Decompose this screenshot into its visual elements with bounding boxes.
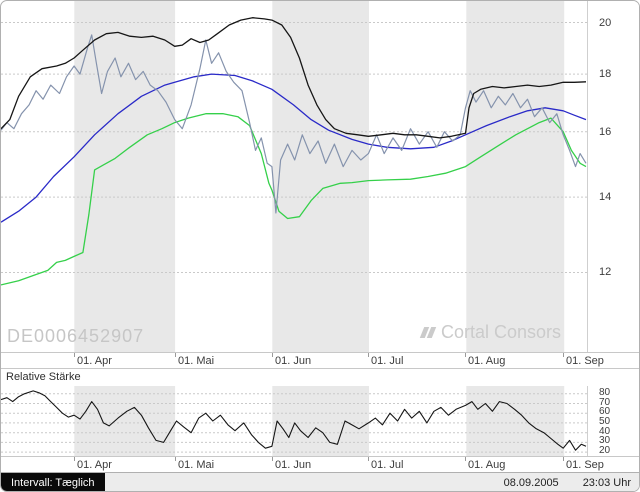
series-gray-line xyxy=(1,34,587,214)
x-tick-label: 01. Jul xyxy=(371,459,404,471)
x-tick-label: 01. Sep xyxy=(566,355,604,367)
y-tick-label: 20 xyxy=(599,445,611,456)
rs-chart-svg xyxy=(1,386,587,456)
y-tick-label: 40 xyxy=(599,426,611,437)
price-x-axis: 01. Apr 01. Mai 01. Jun 01. Jul 01. Aug 01. S… xyxy=(1,352,639,369)
rs-panel-title: Relative Stärke xyxy=(6,371,81,383)
series-blue-line xyxy=(1,73,587,223)
series-green-line xyxy=(1,113,587,286)
x-tick-mark xyxy=(74,353,75,357)
x-tick-mark xyxy=(74,457,75,461)
price-y-axis: 20 18 16 14 12 xyxy=(587,1,639,352)
rs-x-axis: 01. Apr 01. Mai 01. Jun 01. Jul 01. Aug 01. S… xyxy=(1,456,639,472)
x-tick-mark xyxy=(272,457,273,461)
rs-y-axis: 80 70 60 50 40 30 20 xyxy=(587,386,639,456)
watermark-isin: DE0006452907 xyxy=(7,326,145,346)
x-tick-label: 01. Sep xyxy=(566,459,604,471)
month-band xyxy=(74,386,176,456)
rs-title-row: Relative Stärke xyxy=(1,368,639,385)
series-black-line xyxy=(1,17,587,139)
x-tick-mark xyxy=(563,457,564,461)
y-tick-label: 14 xyxy=(599,191,612,203)
rs-plot-area xyxy=(1,386,587,456)
interval-label: Intervall: Tæglich xyxy=(1,473,105,491)
x-tick-mark xyxy=(272,353,273,357)
x-tick-mark xyxy=(563,353,564,357)
x-tick-label: 01. Apr xyxy=(77,459,112,471)
status-bar: Intervall: Tæglich 08.09.2005 23:03 Uhr xyxy=(1,472,639,491)
month-band xyxy=(272,1,369,352)
x-tick-label: 01. Jul xyxy=(371,355,404,367)
x-tick-mark xyxy=(175,457,176,461)
y-tick-label: 18 xyxy=(599,68,612,80)
watermark-brand-text: Cortal Consors xyxy=(440,322,561,342)
watermark-brand: Cortal Consors xyxy=(419,322,561,343)
series-rs-line xyxy=(1,390,587,451)
y-tick-label: 60 xyxy=(599,406,611,417)
timestamp: 08.09.2005 23:03 Uhr xyxy=(503,473,631,491)
month-band xyxy=(466,386,565,456)
x-tick-mark xyxy=(368,457,369,461)
price-chart-svg xyxy=(1,1,587,352)
y-tick-label: 12 xyxy=(599,266,612,278)
x-tick-mark xyxy=(465,353,466,357)
month-band xyxy=(74,1,176,352)
price-plot-area: DE0006452907 Cortal Consors xyxy=(1,1,587,352)
x-tick-mark xyxy=(465,457,466,461)
status-time: 23:03 Uhr xyxy=(582,476,631,489)
y-tick-label: 50 xyxy=(599,416,611,427)
y-tick-label: 20 xyxy=(599,17,612,29)
y-tick-label: 16 xyxy=(599,126,612,138)
x-tick-label: 01. Jun xyxy=(275,459,312,471)
x-tick-label: 01. Mai xyxy=(178,459,215,471)
month-band xyxy=(466,1,565,352)
x-tick-label: 01. Mai xyxy=(178,355,215,367)
x-tick-label: 01. Aug xyxy=(468,355,506,367)
x-tick-label: 01. Aug xyxy=(468,459,506,471)
x-tick-label: 01. Jun xyxy=(275,355,312,367)
y-tick-label: 30 xyxy=(599,435,611,446)
x-tick-mark xyxy=(368,353,369,357)
cortal-consors-logo-icon xyxy=(419,327,437,338)
x-tick-mark xyxy=(175,353,176,357)
month-band xyxy=(272,386,369,456)
y-tick-label: 70 xyxy=(599,397,611,408)
x-tick-label: 01. Apr xyxy=(77,355,112,367)
y-tick-label: 80 xyxy=(599,387,611,398)
status-date: 08.09.2005 xyxy=(503,476,559,489)
